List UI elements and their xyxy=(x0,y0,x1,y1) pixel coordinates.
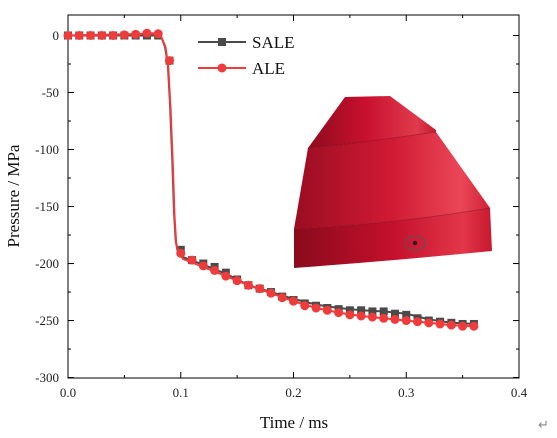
data-point-ale xyxy=(266,288,276,298)
model-top-section xyxy=(308,96,436,148)
legend-marker-ale xyxy=(217,63,227,73)
data-point-sale xyxy=(345,306,354,315)
data-point-ale xyxy=(300,301,310,311)
data-point-ale xyxy=(164,56,174,66)
data-point-ale xyxy=(176,248,186,258)
data-point-ale xyxy=(413,317,423,327)
legend-label-sale: SALE xyxy=(252,33,295,52)
legend-label-ale: ALE xyxy=(252,59,285,78)
data-point-ale xyxy=(356,311,366,321)
data-point-ale xyxy=(367,312,377,322)
data-point-ale xyxy=(232,276,242,286)
data-point-ale xyxy=(334,308,344,318)
y-tick-label: 0 xyxy=(53,28,60,43)
probe-point-icon xyxy=(412,240,418,246)
data-point-ale xyxy=(289,296,298,306)
data-point-sale xyxy=(402,310,411,319)
probe-ring-icon xyxy=(404,235,426,251)
data-point-ale xyxy=(458,321,468,331)
data-point-ale xyxy=(322,305,332,315)
data-point-ale xyxy=(311,303,321,313)
model-edge-line xyxy=(293,207,491,230)
model-middle-section xyxy=(294,132,490,229)
model-edge-line xyxy=(307,131,437,149)
x-tick-label: 0.0 xyxy=(60,385,76,400)
y-tick-label: -300 xyxy=(35,370,59,385)
data-point-ale xyxy=(401,316,411,326)
y-tick-label: -250 xyxy=(35,313,59,328)
data-point-sale xyxy=(379,307,388,316)
x-tick-label: 0.1 xyxy=(173,385,189,400)
y-tick-label: -100 xyxy=(35,142,59,157)
tick-labels: 0.0 0.1 0.2 0.3 0.4 0 -50 -100 -150 -200 -250 -300 xyxy=(35,28,527,400)
data-point-sale xyxy=(390,309,399,318)
data-point-ale xyxy=(63,31,73,40)
model-bottom-section xyxy=(294,208,492,268)
data-point-sale xyxy=(357,306,366,315)
return-symbol: ↵ xyxy=(538,418,549,433)
data-point-ale xyxy=(277,293,287,303)
data-point-ale xyxy=(446,320,456,330)
inset-model xyxy=(293,96,492,268)
data-point-ale xyxy=(108,31,118,40)
data-point-ale xyxy=(210,265,220,275)
x-tick-label: 0.3 xyxy=(398,385,414,400)
data-point-ale xyxy=(424,318,434,328)
data-point-ale xyxy=(97,31,107,40)
legend: SALE ALE xyxy=(198,33,295,78)
data-point-ale xyxy=(221,271,231,281)
y-tick-label: -200 xyxy=(35,256,59,271)
x-tick-label: 0.2 xyxy=(285,385,301,400)
data-point-ale xyxy=(142,28,152,38)
y-axis-title: Pressure / MPa xyxy=(4,144,23,247)
x-tick-label: 0.4 xyxy=(511,385,528,400)
y-tick-label: -50 xyxy=(42,85,59,100)
data-point-ale xyxy=(469,321,479,331)
data-point-ale xyxy=(255,284,265,294)
series-layer xyxy=(63,28,479,331)
legend-marker-sale xyxy=(218,38,226,46)
data-point-ale xyxy=(187,255,197,265)
data-point-ale xyxy=(390,314,400,324)
data-point-ale xyxy=(379,313,389,323)
data-point-ale xyxy=(131,29,141,39)
data-point-ale xyxy=(74,31,84,40)
data-point-ale xyxy=(119,30,129,40)
data-point-ale xyxy=(198,261,208,271)
y-tick-label: -150 xyxy=(35,199,59,214)
axis-ticks xyxy=(67,15,520,379)
data-point-ale xyxy=(86,31,96,40)
x-axis-title: Time / ms xyxy=(260,413,328,432)
data-point-ale xyxy=(243,280,253,290)
data-point-sale xyxy=(368,307,377,316)
data-point-ale xyxy=(153,29,163,39)
data-point-ale xyxy=(435,319,445,329)
data-point-ale xyxy=(345,310,355,320)
